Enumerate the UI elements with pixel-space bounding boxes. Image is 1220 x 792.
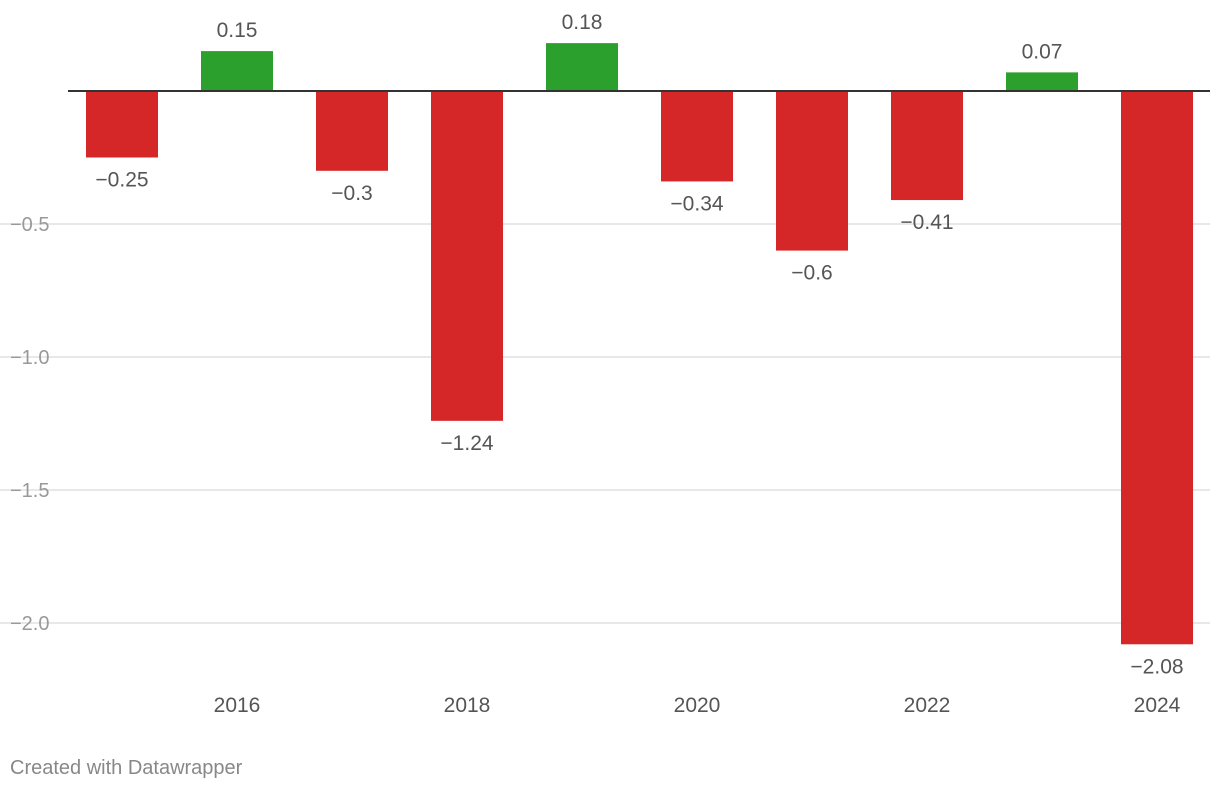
data-label-2016: 0.15	[217, 19, 258, 42]
bar-2016	[201, 51, 273, 91]
x-tick-label-2022: 2022	[904, 694, 951, 717]
bar-2024	[1121, 91, 1193, 645]
data-label-2019: 0.18	[562, 11, 603, 34]
bar-2022	[891, 91, 963, 201]
y-tick-label: −0.5	[10, 214, 49, 236]
data-label-2017: −0.3	[331, 182, 372, 205]
bar-2018	[431, 91, 503, 421]
y-axis-ticks: −0.5 −1.0 −1.5 −2.0	[10, 214, 49, 635]
gridlines	[0, 223, 1210, 624]
data-label-2015: −0.25	[95, 169, 148, 192]
y-tick-label: −1.0	[10, 347, 49, 369]
x-tick-label-2020: 2020	[674, 694, 721, 717]
bar-chart: −0.5−1.0−1.5−2.0 −0.250.15−0.3−1.240.18−…	[0, 11, 1210, 717]
data-label-2022: −0.41	[900, 211, 953, 234]
bar-2015	[86, 91, 158, 158]
bar-2020	[661, 91, 733, 182]
y-tick-label: −2.0	[10, 613, 49, 635]
data-label-2018: −1.24	[440, 432, 493, 455]
x-tick-label-2018: 2018	[444, 694, 491, 717]
x-tick-label-2016: 2016	[214, 694, 261, 717]
bar-2017	[316, 91, 388, 171]
x-tick-label-2024: 2024	[1134, 694, 1181, 717]
data-label-2023: 0.07	[1022, 40, 1063, 63]
data-label-2024: −2.08	[1130, 655, 1183, 678]
bars	[86, 43, 1193, 645]
bar-2021	[776, 91, 848, 251]
y-tick-label: −1.5	[10, 480, 49, 502]
data-label-2021: −0.6	[791, 262, 832, 285]
data-label-2020: −0.34	[670, 192, 723, 215]
x-axis-ticks: 2016 2018 2020 2022 2024	[214, 694, 1181, 717]
credit-footer: Created with Datawrapper	[10, 757, 243, 779]
bar-2019	[546, 43, 618, 91]
data-labels: −0.25 0.15 −0.3 −1.24 0.18 −0.34 −0.6 −0.41 0.07…	[95, 11, 1183, 678]
bar-2023	[1006, 72, 1078, 91]
